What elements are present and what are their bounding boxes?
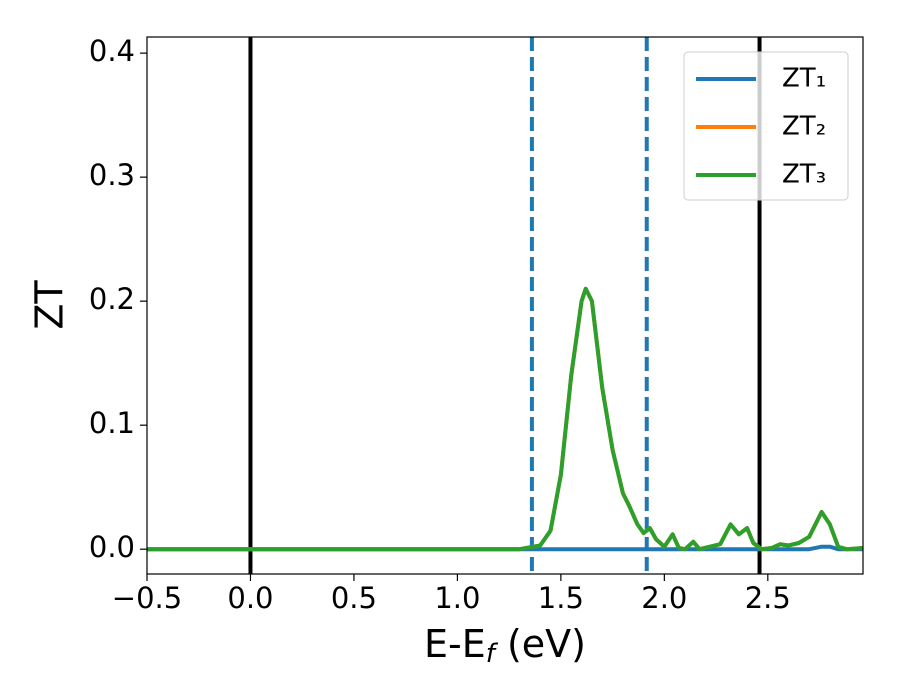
series-line xyxy=(147,286,863,552)
x-tick-label: 0.0 xyxy=(227,581,273,615)
y-tick-label: 0.0 xyxy=(89,530,135,564)
y-tick-label: 0.3 xyxy=(89,158,135,192)
series-line xyxy=(147,544,863,552)
plot-frame xyxy=(146,36,864,575)
x-tick-label: 2.0 xyxy=(641,581,687,615)
x-tick-label: 2.5 xyxy=(745,581,791,615)
legend-label: ZT₃ xyxy=(782,160,826,190)
legend-label: ZT₂ xyxy=(782,112,826,142)
x-tick-label: −0.5 xyxy=(112,581,182,615)
x-tick-label: 1.5 xyxy=(538,581,584,615)
y-tick-label: 0.1 xyxy=(89,406,135,440)
legend: ZT₁ ZT₂ ZT₃ xyxy=(683,51,849,201)
y-axis-label: ZT xyxy=(28,280,72,330)
x-tick-label: 0.5 xyxy=(331,581,377,615)
y-tick-label: 0.4 xyxy=(89,34,135,68)
legend-box xyxy=(683,51,849,201)
series-line xyxy=(147,286,863,552)
x-tick-label: 1.0 xyxy=(434,581,480,615)
y-tick-label: 0.2 xyxy=(89,282,135,316)
x-axis-label: E-Ef (eV) xyxy=(424,622,586,669)
legend-label: ZT₁ xyxy=(782,64,826,94)
